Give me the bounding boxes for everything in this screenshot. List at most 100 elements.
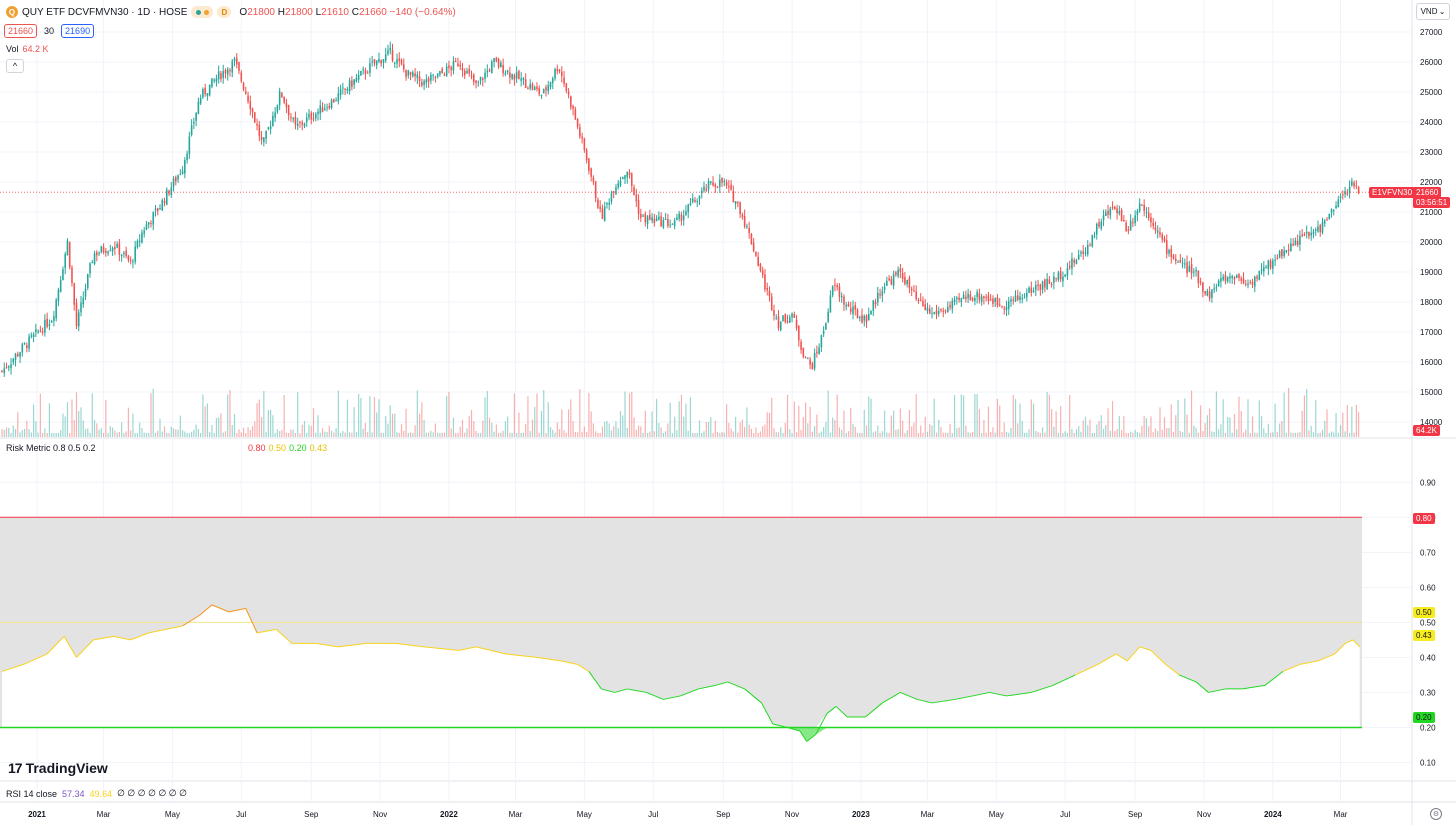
time-tick-label: Mar: [97, 810, 111, 819]
volume-bar: [1003, 422, 1005, 437]
volume-bar: [1039, 432, 1041, 437]
volume-bar: [1132, 432, 1134, 437]
volume-bar: [689, 397, 692, 437]
risk-series-segment: [1139, 646, 1152, 651]
candle-body: [576, 118, 579, 127]
risk-series-segment: [505, 653, 538, 658]
chart-settings-button[interactable]: ⚙: [1430, 808, 1442, 820]
sell-price-button[interactable]: 21660: [4, 24, 38, 38]
risk-series-segment: [744, 688, 762, 704]
candle-body: [484, 72, 486, 79]
candle-body: [531, 84, 534, 90]
candle-body: [1057, 272, 1060, 280]
volume-bar: [450, 428, 452, 437]
volume-bar: [931, 425, 933, 437]
candle-body: [766, 288, 769, 291]
risk-metric-label[interactable]: Risk Metric 0.8 0.5 0.2: [6, 443, 96, 453]
candle-body: [296, 123, 299, 126]
candle-body: [1296, 240, 1299, 246]
candle-body: [1330, 209, 1333, 213]
candle-body: [170, 187, 173, 195]
volume-bar: [820, 431, 822, 437]
currency-select[interactable]: VND ⌄: [1416, 3, 1450, 20]
volume-bar: [1342, 412, 1344, 437]
volume-bar: [674, 416, 676, 437]
candle-body: [353, 79, 355, 85]
candle-body: [822, 330, 825, 334]
symbol-legend: Q QUY ETF DCVFMVN30 · 1D · HOSE D O21800…: [6, 6, 456, 18]
volume-bar: [346, 399, 348, 437]
candle-body: [481, 78, 484, 80]
volume-bar: [633, 417, 635, 437]
candle-body: [96, 252, 98, 256]
volume-bar: [1236, 429, 1238, 437]
time-tick-label: Sep: [716, 810, 731, 819]
market-status-icon[interactable]: [191, 6, 214, 18]
candle-body: [619, 181, 622, 186]
volume-bar: [649, 431, 651, 437]
buy-price-button[interactable]: 21690: [61, 24, 95, 38]
volume-bar: [588, 392, 590, 437]
volume-bar: [646, 432, 649, 437]
candle-body: [779, 321, 782, 331]
volume-bar: [1308, 430, 1310, 437]
candle-body: [213, 79, 215, 81]
risk-series-segment: [315, 642, 339, 648]
risk-series-segment: [148, 628, 166, 634]
volume-bar: [545, 433, 547, 437]
candle-body: [163, 201, 166, 203]
candle-body: [1023, 297, 1026, 299]
candle-body: [425, 79, 428, 83]
candle-body: [895, 272, 897, 275]
candle-body: [64, 254, 67, 269]
candle-body: [816, 351, 818, 354]
candle-body: [439, 70, 441, 75]
candle-body: [1274, 259, 1276, 261]
tradingview-logo[interactable]: 17 TradingView: [8, 760, 108, 776]
rsi-label[interactable]: RSI 14 close: [6, 788, 58, 799]
candle-body: [913, 290, 915, 292]
ohlc-low-key: L: [315, 6, 322, 18]
candle-body: [1055, 277, 1057, 279]
candle-body: [989, 299, 992, 301]
collapse-legend-button[interactable]: ^: [6, 59, 24, 73]
risk-metric-legend: Risk Metric 0.8 0.5 0.2: [6, 443, 96, 453]
risk-series-segment: [1150, 650, 1166, 665]
risk-band: [0, 517, 1362, 742]
volume-bar: [69, 432, 71, 437]
volume-bar: [710, 417, 712, 437]
candle-body: [759, 263, 762, 271]
candle-body: [1041, 281, 1044, 290]
candle-body: [770, 296, 773, 310]
candle-body: [129, 259, 132, 261]
candle-body: [1170, 248, 1173, 258]
candle-body: [678, 213, 680, 219]
volume-bar: [80, 407, 82, 437]
candle-body: [1077, 254, 1080, 260]
candle-body: [615, 187, 617, 195]
volume-bar: [759, 431, 762, 437]
volume-bar: [669, 402, 671, 437]
candle-body: [592, 177, 595, 182]
candle-body: [985, 296, 987, 298]
delay-badge-icon[interactable]: D: [217, 6, 232, 18]
candle-body: [26, 345, 28, 348]
candle-body: [1206, 290, 1209, 296]
volume-bar: [161, 431, 163, 437]
volume-bar: [297, 392, 299, 437]
candle-body: [599, 206, 601, 209]
candle-body: [633, 187, 635, 196]
candle-body: [1231, 275, 1234, 279]
candle-body: [1007, 301, 1010, 309]
candle-body: [585, 149, 588, 161]
candle-body: [1186, 261, 1188, 274]
candle-body: [734, 201, 737, 204]
volume-bar: [84, 429, 87, 437]
volume-bar: [586, 431, 588, 437]
symbol-title[interactable]: QUY ETF DCVFMVN30 · 1D · HOSE: [22, 6, 188, 18]
volume-bar: [522, 432, 525, 437]
candle-body: [382, 59, 385, 63]
candle-body: [728, 186, 730, 188]
candle-body: [1308, 232, 1310, 237]
